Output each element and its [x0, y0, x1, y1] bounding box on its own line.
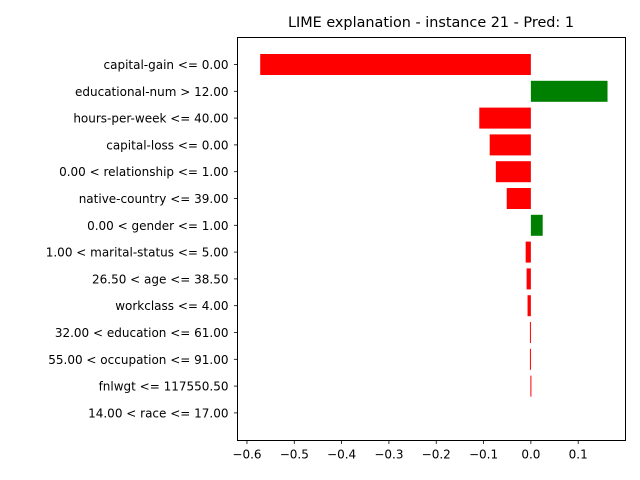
- y-tick-label: 55.00 < occupation <= 91.00: [48, 353, 228, 367]
- bar-7: [525, 241, 531, 263]
- x-tick-label: 0.1: [569, 448, 588, 462]
- x-tick-label: −0.1: [469, 448, 498, 462]
- y-tick-label: 0.00 < gender <= 1.00: [87, 219, 228, 233]
- bar-6: [530, 214, 543, 236]
- y-tick-label: workclass <= 4.00: [115, 299, 228, 313]
- bars-group: [260, 54, 608, 397]
- y-tick-label: fnlwgt <= 117550.50: [99, 380, 229, 394]
- chart-title: LIME explanation - instance 21 - Pred: 1: [288, 15, 574, 31]
- y-tick-label: 0.00 < relationship <= 1.00: [59, 165, 228, 179]
- y-tick-label: hours-per-week <= 40.00: [73, 112, 228, 126]
- bar-12: [530, 375, 532, 397]
- bar-1: [530, 80, 608, 102]
- bar-2: [479, 107, 531, 129]
- bar-9: [527, 295, 531, 317]
- y-tick-label: 32.00 < education <= 61.00: [55, 326, 229, 340]
- bar-8: [526, 268, 531, 290]
- plot-frame: [237, 37, 626, 441]
- x-tick-label: −0.5: [280, 448, 309, 462]
- y-tick-label: native-country <= 39.00: [79, 192, 229, 206]
- x-tick-label: −0.6: [232, 448, 261, 462]
- y-tick-labels: capital-gain <= 0.00 educational-num > 12…: [46, 58, 238, 420]
- y-tick-label: 14.00 < race <= 17.00: [88, 406, 228, 420]
- x-tick-label: −0.2: [422, 448, 451, 462]
- bar-5: [506, 188, 531, 209]
- y-tick-label: capital-gain <= 0.00: [104, 58, 229, 72]
- bar-0: [260, 54, 531, 75]
- bar-4: [495, 161, 531, 183]
- y-tick-label: 26.50 < age <= 38.50: [92, 272, 228, 286]
- x-axis: −0.6 −0.5 −0.4 −0.3 −0.2 −0.1 0.0 0.1: [232, 440, 588, 462]
- x-tick-label: −0.4: [327, 448, 356, 462]
- x-tick-label: 0.0: [521, 448, 540, 462]
- x-tick-label: −0.3: [374, 448, 403, 462]
- bar-11: [529, 348, 531, 370]
- y-tick-label: educational-num > 12.00: [75, 85, 229, 99]
- y-tick-label: capital-loss <= 0.00: [106, 138, 228, 152]
- bar-10: [529, 322, 531, 343]
- y-tick-label: 1.00 < marital-status <= 5.00: [46, 246, 229, 260]
- bar-3: [489, 134, 531, 156]
